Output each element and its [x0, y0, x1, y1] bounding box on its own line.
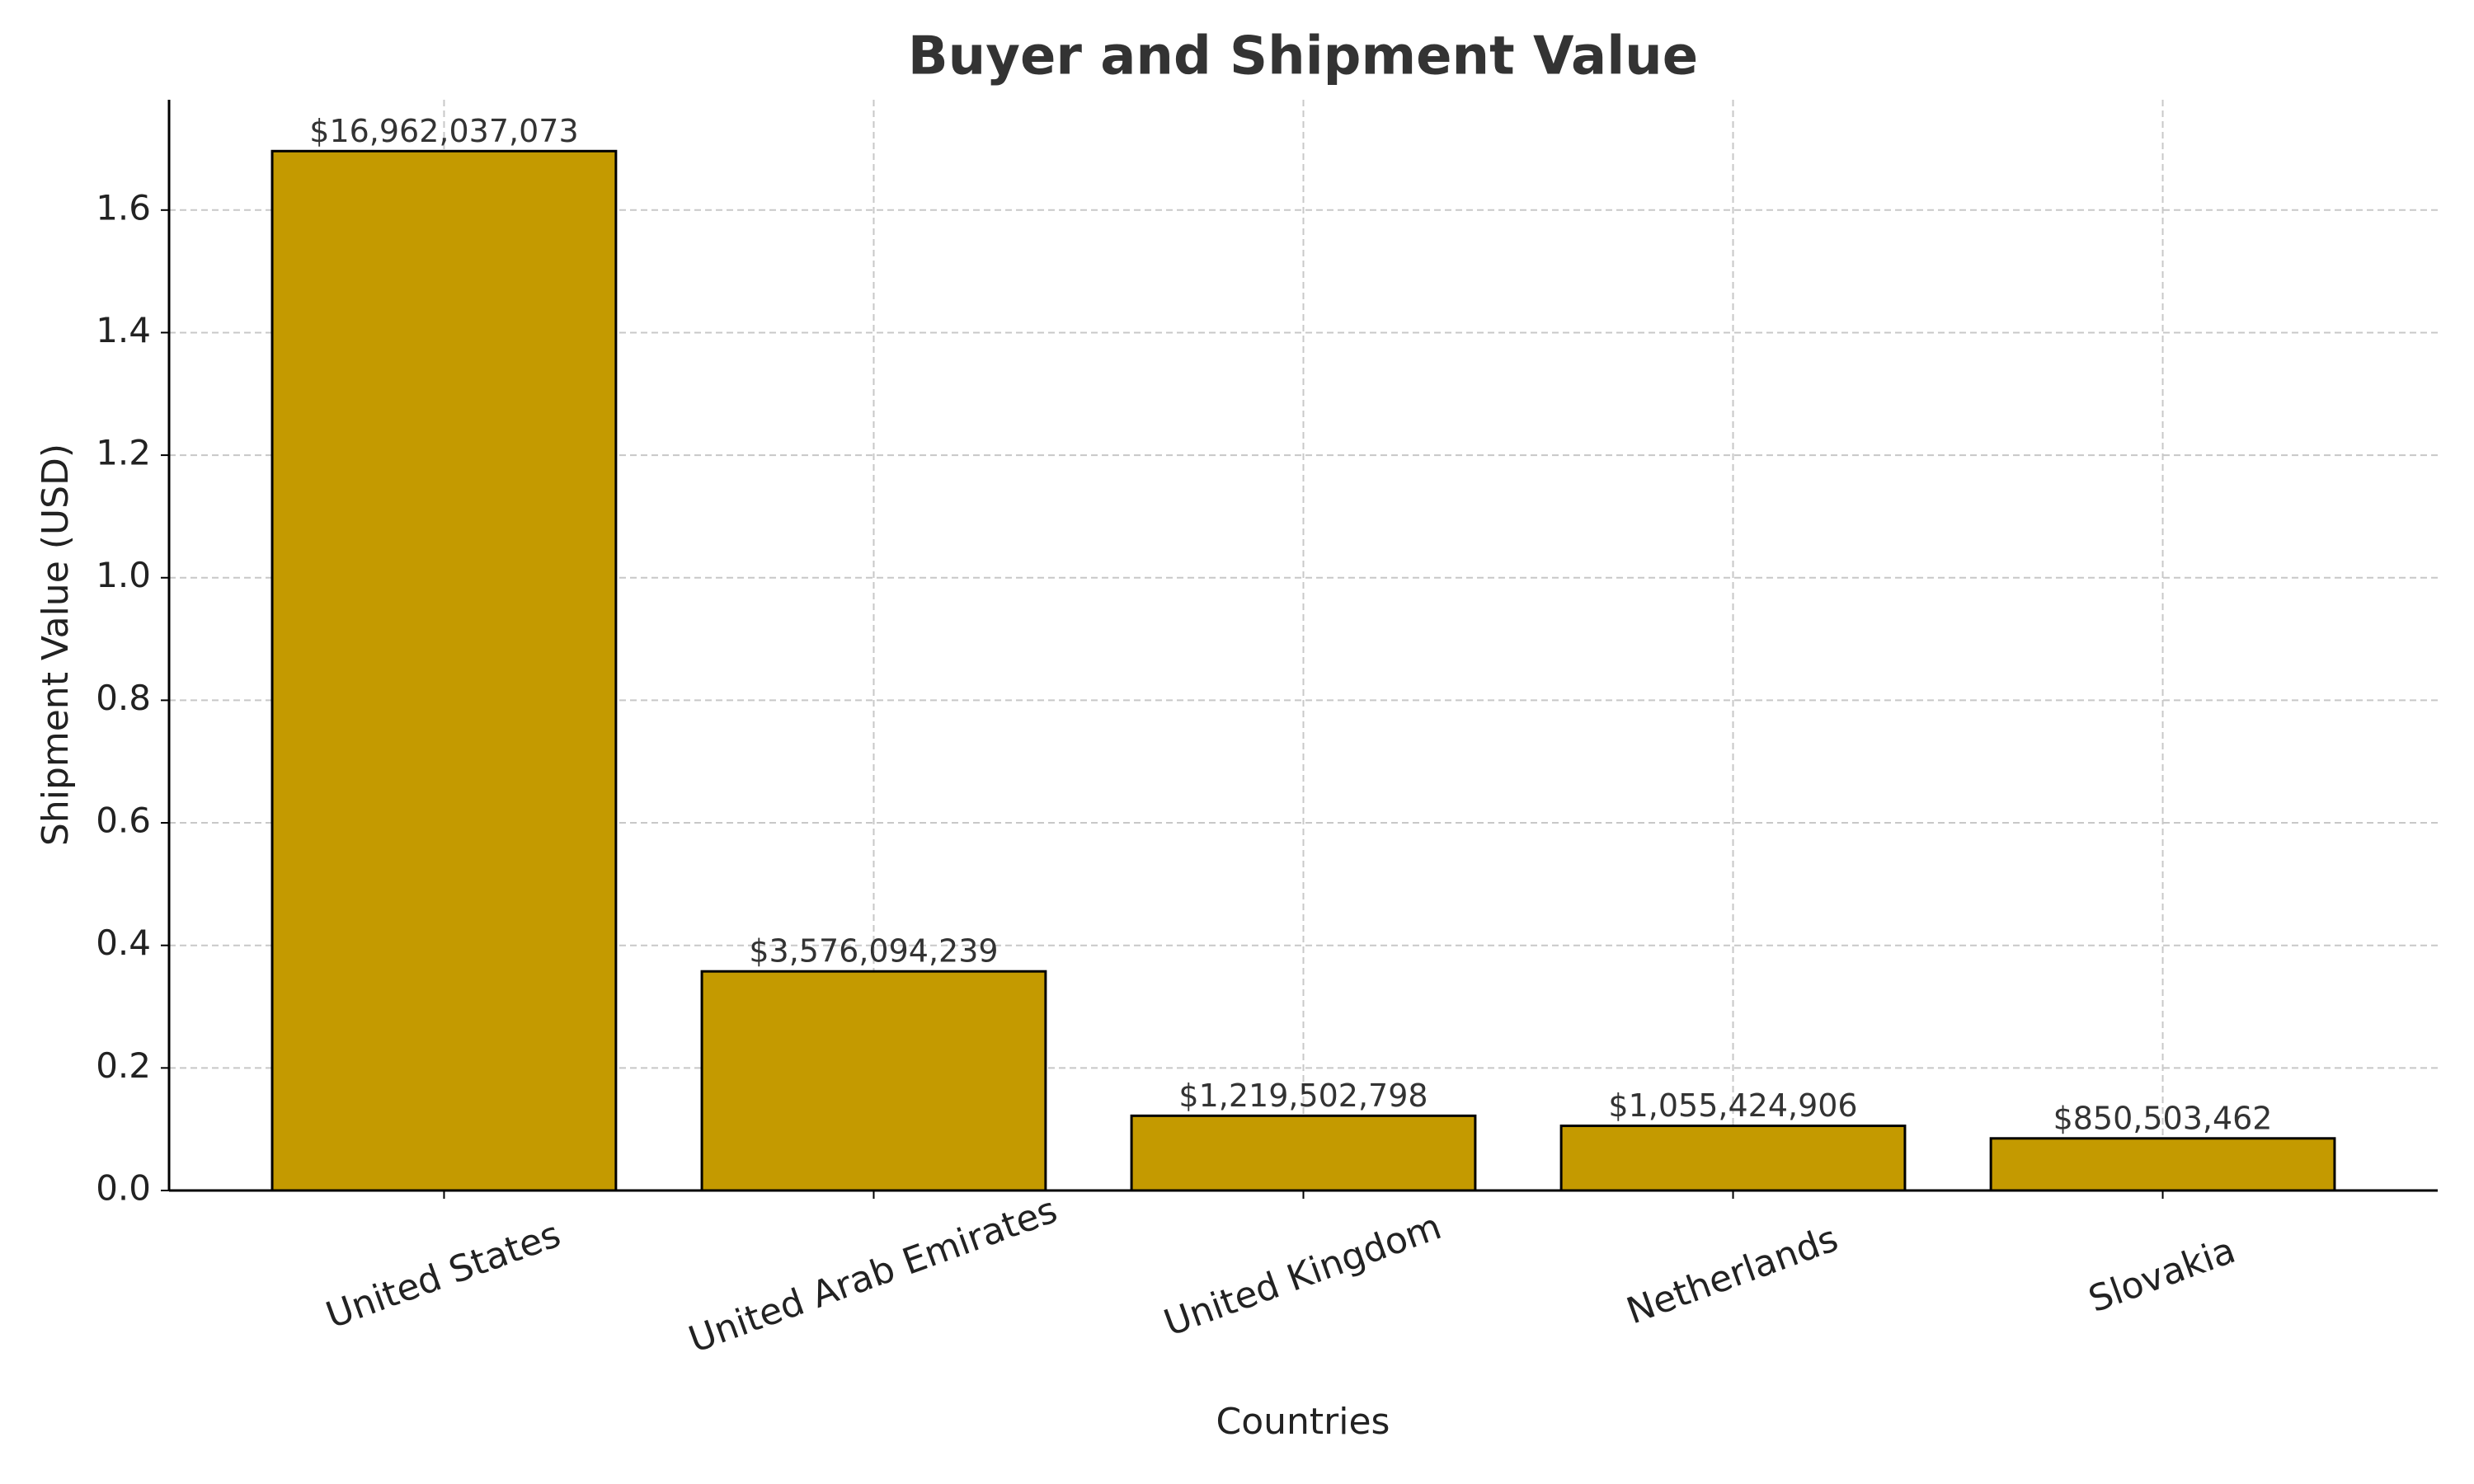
- value-label: $1,055,424,906: [1608, 1087, 1857, 1124]
- y-tick-label: 0.2: [96, 1045, 151, 1086]
- value-label: $16,962,037,073: [309, 113, 578, 149]
- y-tick-label: 0.8: [96, 678, 151, 718]
- bar: [270, 149, 618, 1192]
- bar: [1989, 1137, 2336, 1192]
- y-tick-label: 0.0: [96, 1168, 151, 1209]
- bar: [1559, 1125, 1907, 1192]
- y-tick-label: 0.4: [96, 923, 151, 963]
- y-tick-label: 0.6: [96, 801, 151, 841]
- y-tick-label: 1.0: [96, 555, 151, 595]
- bar: [1130, 1114, 1477, 1192]
- y-tick-label: 1.4: [96, 310, 151, 350]
- bar: [700, 970, 1047, 1192]
- value-label: $3,576,094,239: [749, 933, 998, 970]
- value-label: $1,219,502,798: [1178, 1078, 1427, 1114]
- x-axis-label: Countries: [1216, 1401, 1390, 1443]
- y-axis-label: Shipment Value (USD): [35, 444, 77, 846]
- chart-title: Buyer and Shipment Value: [908, 26, 1698, 87]
- y-tick-label: 1.6: [96, 187, 151, 228]
- y-tick-label: 1.2: [96, 433, 151, 473]
- value-label: $850,503,462: [2053, 1100, 2273, 1136]
